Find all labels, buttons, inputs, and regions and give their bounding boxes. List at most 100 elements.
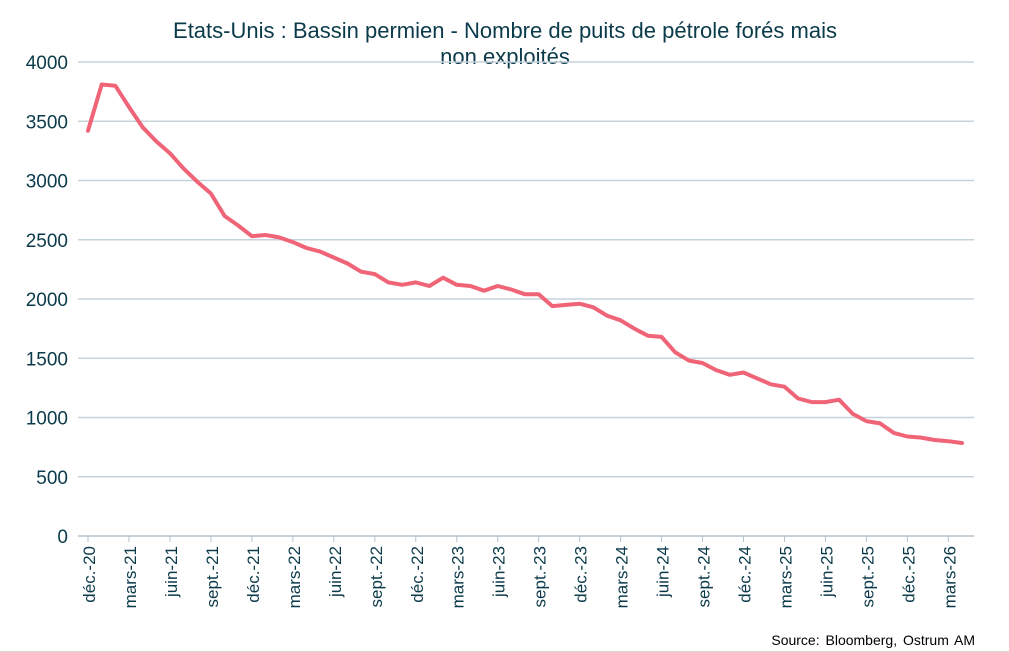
y-tick-label: 2000	[26, 290, 68, 311]
data-point	[292, 241, 294, 243]
x-tick-label: juin-24	[654, 546, 673, 598]
data-point	[606, 315, 608, 317]
data-point	[647, 335, 649, 337]
x-tick-label: sept.-24	[695, 546, 714, 607]
data-point	[305, 247, 308, 249]
data-point	[633, 328, 635, 330]
data-point	[551, 305, 553, 307]
y-tick-label: 3500	[26, 112, 68, 133]
data-point	[101, 83, 103, 86]
data-point	[224, 215, 226, 217]
x-tick-label: mars-21	[121, 546, 140, 608]
data-point	[360, 271, 362, 273]
data-point	[264, 234, 267, 236]
data-point	[524, 293, 526, 295]
data-point	[387, 281, 389, 283]
axes	[78, 535, 974, 542]
data-point	[961, 442, 963, 444]
data-point	[674, 351, 676, 353]
data-point	[592, 306, 594, 308]
x-tick-label: déc.-20	[80, 546, 99, 603]
data-point	[879, 422, 881, 424]
data-point	[87, 130, 89, 132]
data-point	[701, 362, 704, 364]
data-point	[756, 377, 758, 379]
x-tick-label: sept.-22	[367, 546, 386, 607]
data-point	[128, 106, 130, 108]
x-tick-label: mars-26	[940, 546, 959, 608]
x-tick-label: juin-22	[326, 546, 345, 598]
x-tick-label: déc.-24	[736, 546, 755, 603]
x-tick-label: juin-21	[162, 546, 181, 598]
data-point	[906, 435, 909, 438]
data-point	[456, 284, 458, 286]
y-tick-label: 500	[36, 468, 68, 489]
data-point	[251, 235, 253, 237]
data-point	[183, 168, 185, 170]
data-point	[169, 152, 171, 154]
data-point	[428, 285, 430, 287]
data-point	[947, 440, 949, 442]
data-point	[865, 420, 868, 422]
gridlines	[78, 61, 974, 478]
x-tick-label: sept.-21	[203, 546, 222, 607]
data-point	[838, 399, 840, 401]
y-tick-label: 0	[57, 527, 68, 548]
data-point	[333, 256, 335, 259]
data-point	[579, 303, 581, 305]
data-point	[620, 319, 622, 321]
chart-title: Etats-Unis : Bassin permien - Nombre de …	[173, 18, 837, 69]
x-tick-label: déc.-23	[572, 546, 591, 603]
y-tick-label: 2500	[26, 231, 68, 252]
x-tick-label: juin-23	[490, 546, 509, 598]
x-tick-label: sept.-25	[858, 546, 877, 607]
data-point	[715, 369, 717, 371]
data-point	[442, 277, 444, 279]
x-tick-label: mars-22	[285, 546, 304, 608]
x-tick-label: déc.-25	[899, 546, 918, 603]
data-point	[893, 432, 895, 434]
data-point	[852, 413, 854, 415]
data-point	[661, 336, 663, 338]
data-point	[142, 126, 144, 128]
data-point	[824, 401, 827, 403]
tick-labels: 0 500 1000 1500 2000 2500 3000 3500 4000 déc.-20 m…	[26, 53, 960, 608]
y-tick-label: 3000	[26, 172, 68, 193]
data-point	[346, 262, 349, 265]
y-tick-label: 4000	[26, 53, 68, 74]
data-point	[729, 374, 731, 376]
x-tick-label: déc.-22	[408, 546, 427, 603]
data-point	[783, 386, 786, 388]
x-tick-label: mars-24	[613, 546, 632, 608]
series-line	[86, 82, 964, 445]
data-point	[538, 293, 540, 295]
x-tick-label: mars-23	[449, 546, 468, 608]
source-note: Source: Bloomberg, Ostrum AM	[771, 632, 975, 648]
data-point	[210, 192, 212, 195]
data-point	[688, 360, 690, 362]
data-point	[811, 401, 813, 403]
data-point	[483, 290, 485, 292]
series-layer	[86, 82, 964, 445]
data-point	[114, 85, 116, 87]
data-point	[770, 383, 772, 385]
data-point	[934, 439, 936, 441]
x-tick-label: sept.-23	[531, 546, 550, 607]
data-point	[237, 224, 239, 227]
data-point	[469, 285, 471, 287]
data-point	[742, 371, 745, 374]
y-tick-label: 1500	[26, 349, 68, 370]
x-tick-label: juin-25	[817, 546, 836, 598]
data-point	[278, 236, 280, 238]
data-point	[401, 284, 403, 286]
data-point	[319, 251, 321, 253]
data-point	[565, 304, 567, 306]
x-tick-label: mars-25	[776, 546, 795, 608]
data-point	[797, 397, 799, 400]
data-point	[920, 437, 922, 439]
data-point	[155, 140, 157, 142]
data-point	[415, 281, 417, 283]
data-point	[196, 181, 198, 183]
